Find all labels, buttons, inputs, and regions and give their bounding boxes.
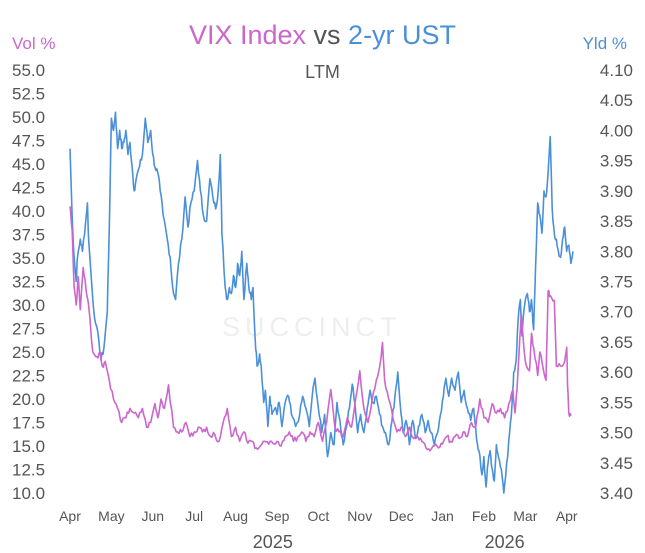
chart-subtitle: LTM: [305, 62, 340, 82]
title-vix-part: VIX Index: [188, 20, 307, 50]
x-axis-tick-label: May: [98, 508, 124, 524]
x-axis-tick-label: Mar: [513, 508, 537, 524]
ust-series-line: [69, 111, 574, 494]
left-axis-tick-label: 27.5: [12, 320, 45, 339]
chart-title: VIX Index vs 2-yr UST: [0, 20, 645, 51]
left-axis-tick-label: 15.0: [12, 437, 45, 456]
left-axis-tick-label: 20.0: [12, 390, 45, 409]
x-axis-tick-label: Apr: [556, 508, 578, 524]
left-axis-tick-label: 25.0: [12, 343, 45, 362]
right-axis-tick-label: 4.05: [600, 91, 633, 110]
title-vs-part: vs: [306, 20, 349, 50]
right-axis-tick-label: 4.10: [600, 61, 633, 80]
left-axis-tick-label: 42.5: [12, 179, 45, 198]
left-axis-tick-label: 30.0: [12, 296, 45, 315]
right-axis-tick-label: 4.00: [600, 121, 633, 140]
right-axis-tick-label: 3.90: [600, 182, 633, 201]
right-axis-tick-label: 3.75: [600, 273, 633, 292]
left-axis-tick-label: 12.5: [12, 461, 45, 480]
right-axis-tick-label: 3.45: [600, 454, 633, 473]
right-axis-tick-label: 3.55: [600, 393, 633, 412]
right-axis-tick-label: 3.95: [600, 152, 633, 171]
left-axis-tick-label: 37.5: [12, 226, 45, 245]
x-axis-tick-label: Apr: [59, 508, 81, 524]
x-axis-tick-label: Sep: [265, 508, 290, 524]
title-ust-part: 2-yr UST: [348, 20, 457, 50]
left-axis-tick-label: 35.0: [12, 249, 45, 268]
right-axis-tick-label: 3.40: [600, 484, 633, 503]
left-axis-tick-label: 52.5: [12, 85, 45, 104]
left-axis-tick-label: 55.0: [12, 61, 45, 80]
x-axis-year-label: 2025: [253, 532, 293, 552]
right-axis-tick-label: 3.80: [600, 242, 633, 261]
left-axis-unit-label: Vol %: [12, 34, 56, 53]
x-axis-tick-label: Jun: [141, 508, 164, 524]
right-axis-tick-label: 3.65: [600, 333, 633, 352]
x-axis-tick-label: Aug: [223, 508, 248, 524]
x-axis-tick-label: Jan: [431, 508, 454, 524]
x-axis-tick-label: Jul: [185, 508, 203, 524]
watermark-logo: SUCCINCT: [222, 312, 402, 342]
right-axis-tick-label: 3.85: [600, 212, 633, 231]
right-axis-unit-label: Yld %: [582, 34, 627, 53]
left-axis-tick-label: 17.5: [12, 414, 45, 433]
left-axis-tick-label: 45.0: [12, 155, 45, 174]
x-axis-tick-label: Nov: [347, 508, 372, 524]
left-axis-tick-label: 47.5: [12, 132, 45, 151]
x-axis-year-label: 2026: [485, 532, 525, 552]
right-axis-tick-label: 3.50: [600, 424, 633, 443]
right-axis-tick-label: 3.70: [600, 303, 633, 322]
x-axis-tick-label: Oct: [307, 508, 329, 524]
right-axis-tick-label: 3.60: [600, 363, 633, 382]
x-axis-tick-label: Dec: [389, 508, 414, 524]
vix-series-line: [69, 206, 572, 452]
left-axis-tick-label: 50.0: [12, 108, 45, 127]
left-axis-tick-label: 10.0: [12, 484, 45, 503]
left-axis-tick-label: 40.0: [12, 202, 45, 221]
left-axis-tick-label: 22.5: [12, 367, 45, 386]
left-axis-tick-label: 32.5: [12, 273, 45, 292]
x-axis-tick-label: Feb: [472, 508, 496, 524]
